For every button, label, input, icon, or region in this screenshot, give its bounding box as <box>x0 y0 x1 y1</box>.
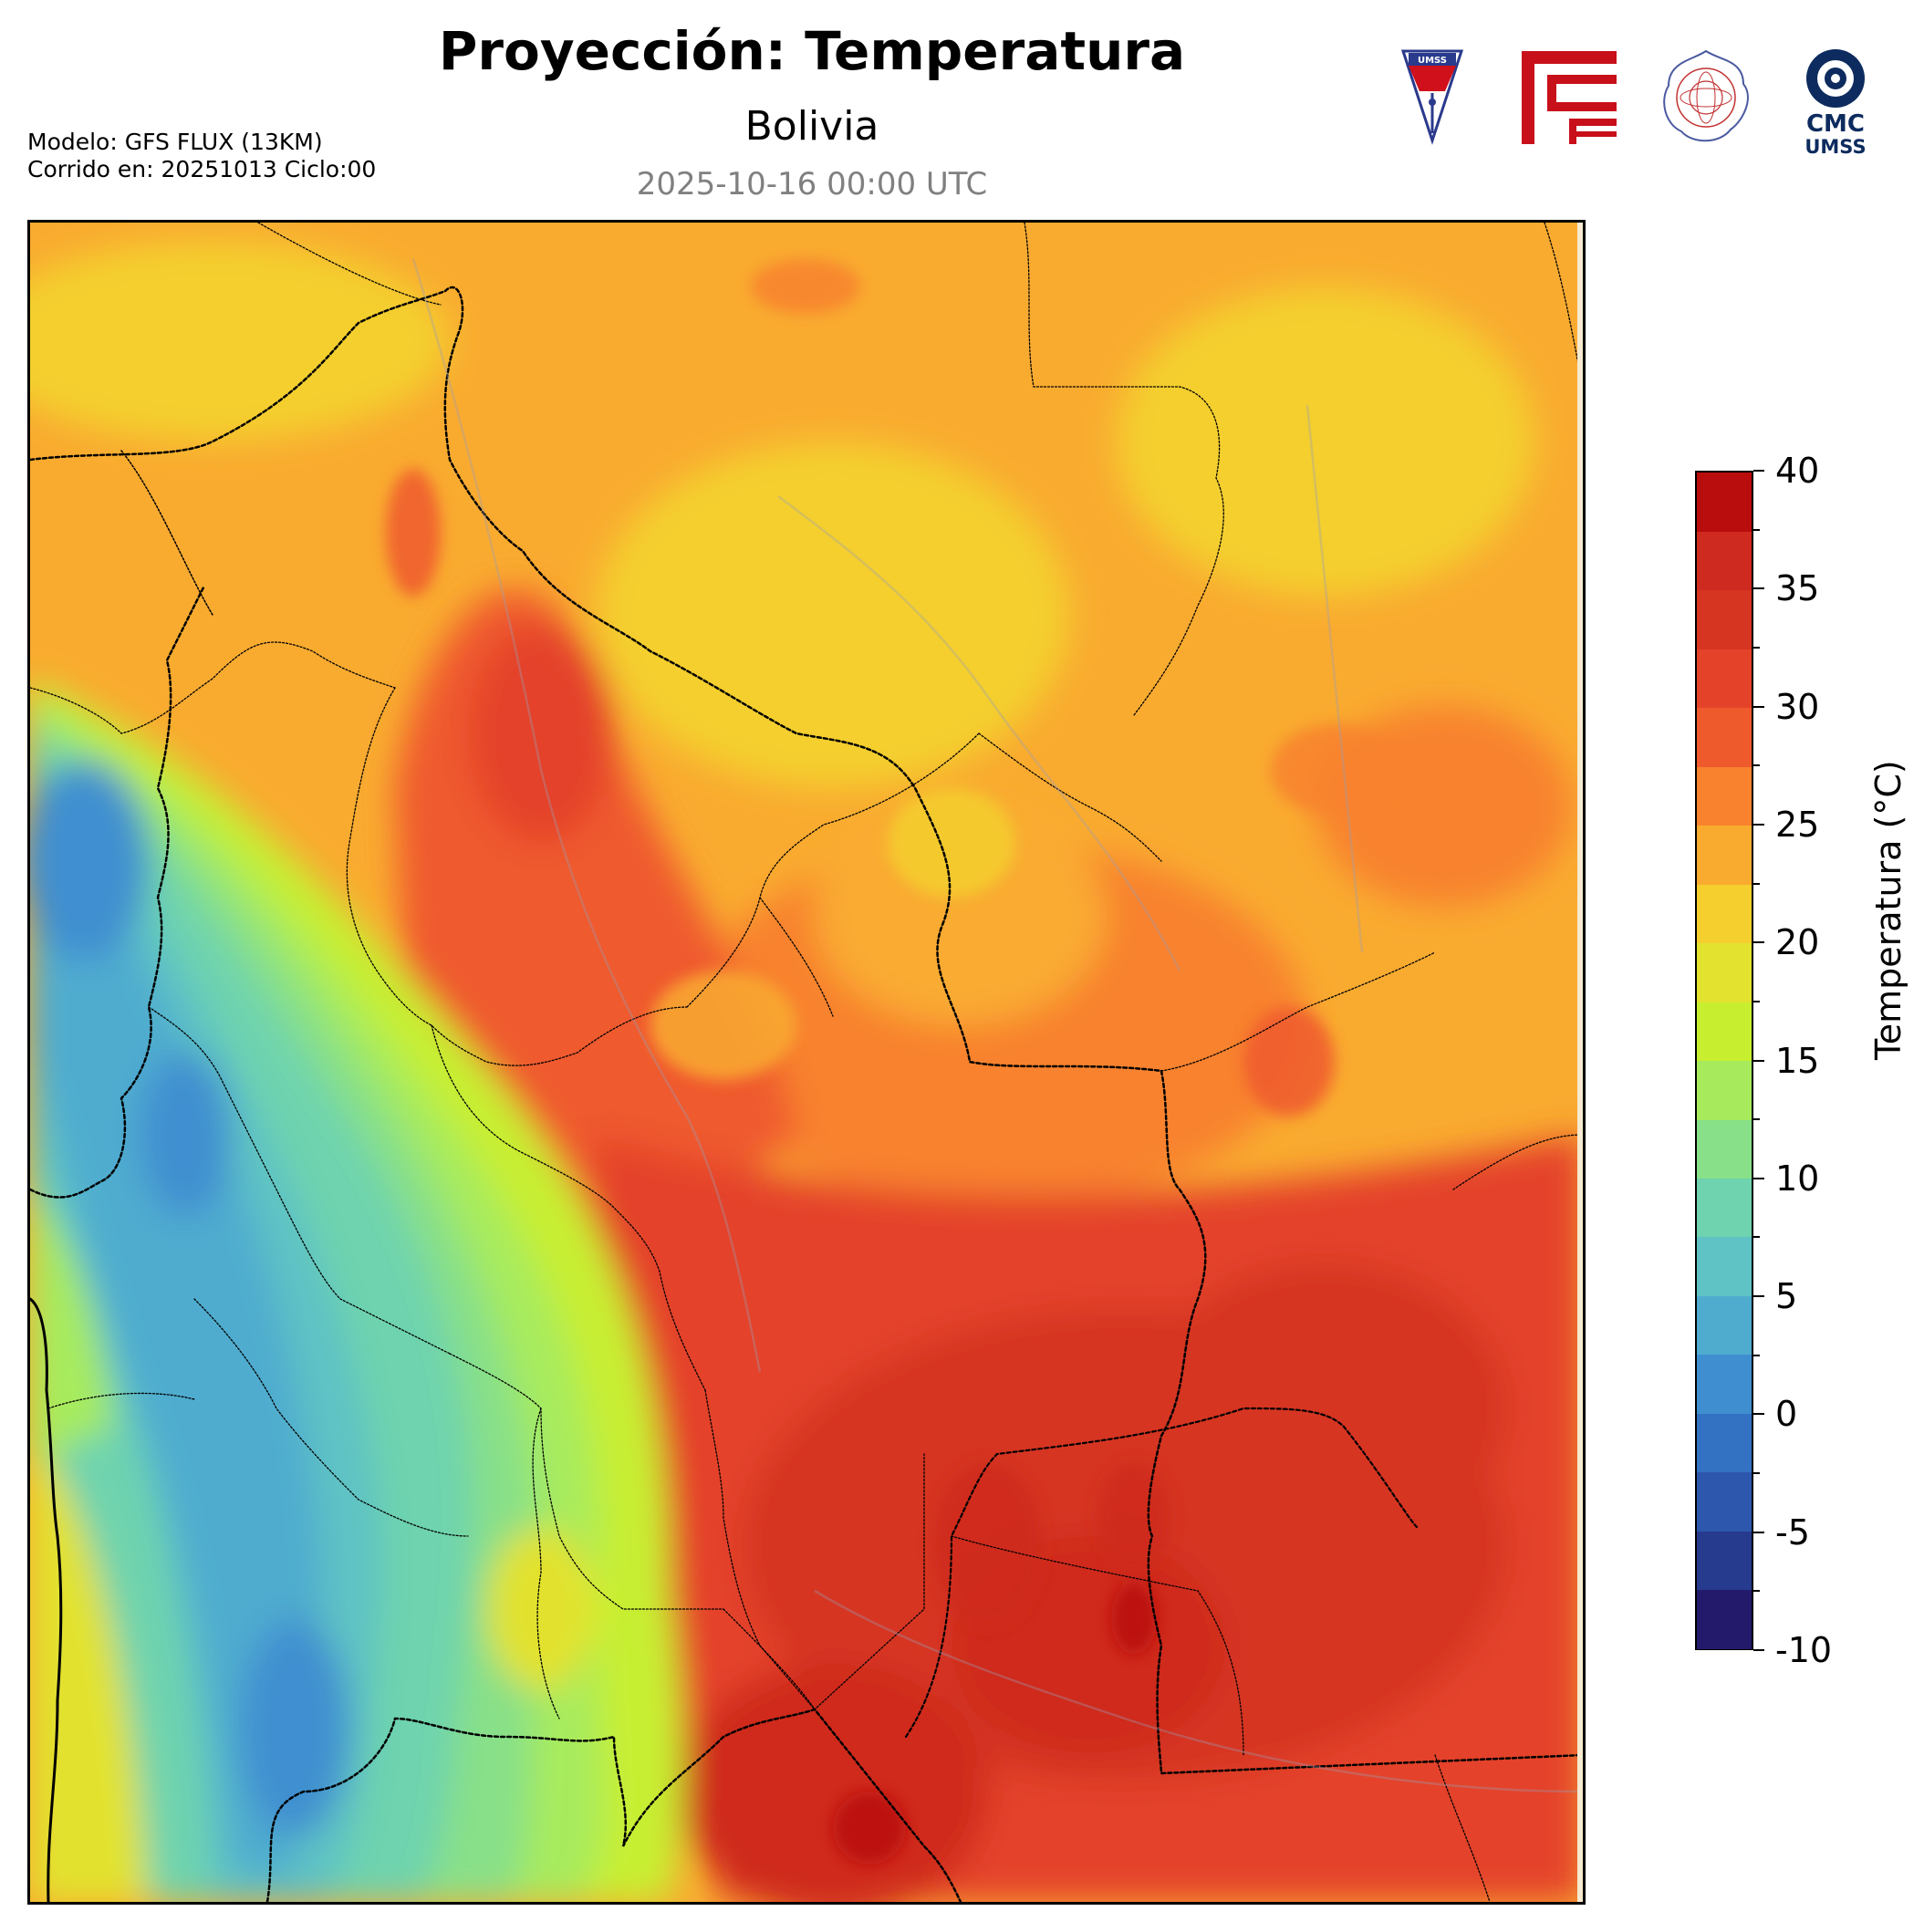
colorbar-segment <box>1697 942 1752 1002</box>
colorbar-segment <box>1697 707 1752 767</box>
colorbar-tick-label: 5 <box>1775 1276 1798 1317</box>
colorbar-tick-label: 40 <box>1775 451 1820 491</box>
colorbar-tick-label: 15 <box>1775 1040 1820 1081</box>
umss-shield-text: UMSS <box>1418 56 1447 66</box>
temperature-map <box>27 220 1586 1905</box>
fcyt-red-logo <box>1522 51 1617 144</box>
colorbar-segment <box>1697 1236 1752 1296</box>
colorbar-tick-label: 0 <box>1775 1394 1798 1435</box>
rivers <box>411 258 1583 1793</box>
svg-text:UMSS: UMSS <box>1804 136 1866 158</box>
colorbar-segment <box>1697 825 1752 885</box>
colorbar-minor-tick <box>1753 882 1760 885</box>
colorbar <box>1695 471 1753 1650</box>
colorbar-major-tick <box>1753 1413 1764 1416</box>
colorbar-major-tick <box>1753 705 1764 708</box>
run-line: Corrido en: 20251013 Ciclo:00 <box>27 156 377 182</box>
colorbar-minor-tick <box>1753 646 1760 649</box>
colorbar-segment <box>1697 1002 1752 1062</box>
colorbar-segment <box>1697 649 1752 709</box>
colorbar-tick-label: 30 <box>1775 686 1820 727</box>
colorbar-segment <box>1697 884 1752 944</box>
colorbar-minor-tick <box>1753 1354 1760 1356</box>
model-info: Modelo: GFS FLUX (13KM) Corrido en: 2025… <box>27 129 376 183</box>
colorbar-segment <box>1697 1178 1752 1238</box>
colorbar-minor-tick <box>1753 1590 1760 1593</box>
colorbar-segment <box>1697 589 1752 649</box>
colorbar-minor-tick <box>1753 528 1760 531</box>
colorbar-segment <box>1697 1118 1752 1179</box>
colorbar-segment <box>1697 1413 1752 1473</box>
colorbar-tick-label: 10 <box>1775 1158 1820 1199</box>
boundaries <box>30 223 1583 1902</box>
colorbar-minor-tick <box>1753 764 1760 767</box>
region-subtitle: Bolivia <box>744 103 879 150</box>
colorbar-major-tick <box>1753 941 1764 944</box>
model-line: Modelo: GFS FLUX (13KM) <box>27 129 323 155</box>
colorbar-major-tick <box>1753 1059 1764 1062</box>
colorbar-tick-label: 25 <box>1775 804 1820 845</box>
svg-text:CMC: CMC <box>1806 110 1865 138</box>
colorbar-major-tick <box>1753 587 1764 590</box>
colorbar-minor-tick <box>1753 1472 1760 1475</box>
colorbar-tick-label: -10 <box>1775 1630 1833 1670</box>
departamento-fisica-seal <box>1663 49 1749 142</box>
colorbar-minor-tick <box>1753 1236 1760 1239</box>
colorbar-major-tick <box>1753 823 1764 826</box>
colorbar-major-tick <box>1753 1177 1764 1179</box>
colorbar-major-tick <box>1753 470 1764 472</box>
colorbar-segment <box>1697 1060 1752 1120</box>
colorbar-segment <box>1697 1531 1752 1591</box>
colorbar-segment <box>1697 1295 1752 1356</box>
valid-time: 2025-10-16 00:00 UTC <box>636 166 988 203</box>
colorbar-label: Temperatura (°C) <box>1868 760 1908 1060</box>
colorbar-segment <box>1697 766 1752 826</box>
colorbar-segment <box>1697 1589 1752 1649</box>
colorbar-major-tick <box>1753 1531 1764 1533</box>
temperature-field <box>30 223 1583 1902</box>
colorbar-tick-label: -5 <box>1775 1511 1810 1553</box>
colorbar-minor-tick <box>1753 1118 1760 1121</box>
colorbar-segment <box>1697 1354 1752 1414</box>
cmc-umss-logo: CMC UMSS <box>1804 49 1867 158</box>
colorbar-tick-label: 20 <box>1775 922 1820 963</box>
colorbar-segment <box>1697 473 1752 533</box>
colorbar-major-tick <box>1753 1649 1764 1651</box>
umss-shield-logo: UMSS <box>1400 49 1464 145</box>
colorbar-segment <box>1697 531 1752 591</box>
colorbar-tick-label: 35 <box>1775 568 1820 609</box>
colorbar-minor-tick <box>1753 1000 1760 1002</box>
colorbar-major-tick <box>1753 1295 1764 1298</box>
chart-title: Proyección: Temperatura <box>438 20 1186 82</box>
colorbar-segment <box>1697 1471 1752 1532</box>
logo-bar: UMSS CMC UMSS <box>1396 46 1888 164</box>
